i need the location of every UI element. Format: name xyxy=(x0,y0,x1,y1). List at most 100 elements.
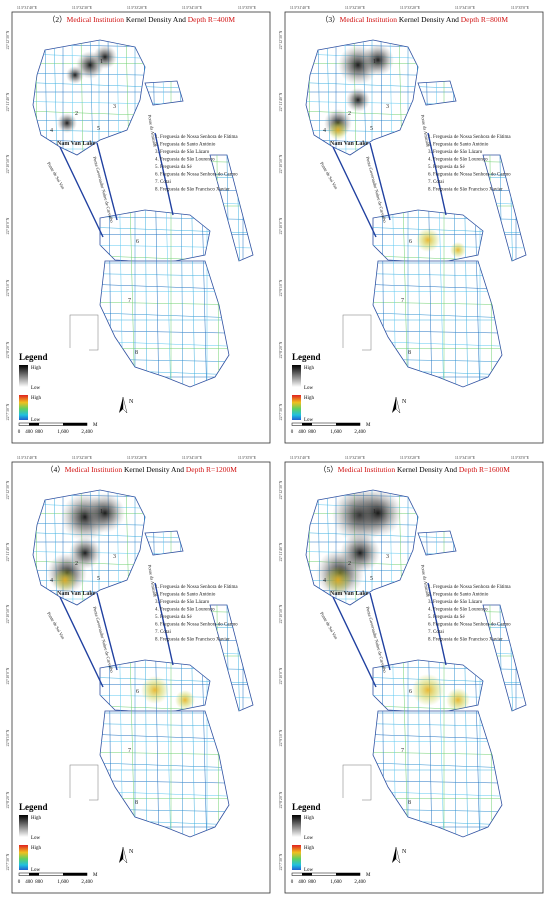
legend-low: Low xyxy=(31,868,41,873)
parish-number: 4 xyxy=(323,578,326,584)
parish-list-item: 6. Freguesia de Nossa Senhora do Carmo xyxy=(428,623,511,628)
longitude-label: 113°34'10"E xyxy=(182,5,203,10)
land-outline xyxy=(417,530,457,556)
map-panel: 113°31'40"E 113°32'30"E 113°33'20"E 113°34'… xyxy=(5,455,271,894)
reclaimed-area xyxy=(342,314,372,351)
parish-list-item: 7. Cotai xyxy=(155,630,171,635)
parish-list-item: 2. Freguesia de Santo António xyxy=(428,143,489,148)
latitude-label: 22°9'10"N xyxy=(278,279,283,296)
lake-label: Nam Van Lake xyxy=(330,141,369,147)
legend-high: High xyxy=(31,846,42,851)
bridge-label: Ponte de Sai Van xyxy=(46,161,66,191)
street xyxy=(161,40,172,387)
street xyxy=(452,490,457,837)
longitude-label: 113°31'40"E xyxy=(17,455,38,460)
scale-bar-fill xyxy=(63,423,87,426)
street xyxy=(152,490,160,837)
street xyxy=(452,40,457,387)
parish-number: 5 xyxy=(370,576,373,582)
scale-bar-fill xyxy=(29,423,39,426)
north-arrow xyxy=(122,396,128,414)
title-black: Kernel Density And xyxy=(397,15,461,24)
density-hotspot xyxy=(85,493,125,533)
parish-number: 1 xyxy=(100,509,103,515)
north-arrow xyxy=(395,396,401,414)
longitude-label: 113°32'30"E xyxy=(345,5,366,10)
legend-ramp-gray xyxy=(292,365,301,387)
bridge xyxy=(427,132,447,216)
latitude-label: 22°9'10"N xyxy=(5,729,10,746)
street xyxy=(116,40,124,387)
scale-bar-fill xyxy=(29,873,39,876)
lake-label: Nam Van Lake xyxy=(57,591,96,597)
scale-tick: 800 xyxy=(308,430,316,435)
bridge-label: Ponte de Sai Van xyxy=(319,611,339,641)
longitude-label: 113°35'0"E xyxy=(238,5,257,10)
density-hotspot xyxy=(354,490,402,537)
scale-unit: M xyxy=(93,423,98,428)
parish-list-item: 7. Cotai xyxy=(155,180,171,185)
land-outline xyxy=(209,604,254,712)
parish-list-item: 6. Freguesia de Nossa Senhora do Carmo xyxy=(155,623,238,628)
density-warm xyxy=(324,566,352,594)
longitude-label: 113°31'40"E xyxy=(290,5,311,10)
street xyxy=(306,196,526,205)
latitude-label: 22°10'50"N xyxy=(278,604,283,623)
legend-high: High xyxy=(304,396,315,401)
north-arrow xyxy=(122,846,128,864)
bridge xyxy=(154,582,174,666)
street xyxy=(425,490,433,837)
title-red: Depth R=1200M xyxy=(186,465,237,474)
bridge xyxy=(59,596,104,688)
legend-high: High xyxy=(31,816,42,821)
latitude-label: 22°10'50"N xyxy=(5,604,10,623)
parish-list-item: 3. Freguesia de São Lázaro xyxy=(155,150,210,155)
north-label: N xyxy=(402,399,407,405)
street xyxy=(306,646,526,655)
parish-list-item: 5. Freguesia da Sé xyxy=(155,615,192,620)
panel-title: （4）Medical Institution Kernel Density An… xyxy=(46,465,237,474)
map-frame xyxy=(284,461,544,894)
panel-title: （5）Medical Institution Kernel Density An… xyxy=(319,465,510,474)
latitude-label: 22°11'40"N xyxy=(5,93,10,112)
parish-number: 3 xyxy=(113,554,116,560)
longitude-label: 113°32'30"E xyxy=(345,455,366,460)
latitude-label: 22°8'20"N xyxy=(278,791,283,808)
land-outline xyxy=(482,154,527,262)
street xyxy=(179,490,184,837)
bridge xyxy=(332,596,377,688)
parish-number: 6 xyxy=(409,689,412,695)
title-number: （4） xyxy=(46,465,65,474)
parish-list-item: 5. Freguesia da Sé xyxy=(155,165,192,170)
land-outline xyxy=(99,209,211,264)
bridge xyxy=(427,582,447,666)
parish-number: 7 xyxy=(401,748,404,754)
parish-number: 6 xyxy=(136,689,139,695)
legend-low: Low xyxy=(31,836,41,841)
parish-list-item: 8. Freguesia de São Francisco Xavier xyxy=(155,188,230,193)
parish-list-item: 6. Freguesia de Nossa Senhora do Carmo xyxy=(155,173,238,178)
title-red: Medical Institution xyxy=(67,15,125,24)
latitude-label: 22°10'50"N xyxy=(5,154,10,173)
street xyxy=(33,646,253,655)
density-hotspot xyxy=(66,66,84,84)
legend-ramp-color xyxy=(292,395,301,420)
north-arrow xyxy=(392,847,396,863)
legend-high: High xyxy=(31,366,42,371)
longitude-label: 113°33'20"E xyxy=(400,455,421,460)
parish-list-item: 4. Freguesia de São Lourenço xyxy=(428,608,488,613)
legend-low: Low xyxy=(31,418,41,423)
parish-list-item: 1. Freguesia de Nossa Senhora de Fátima xyxy=(428,135,511,140)
street xyxy=(524,40,526,387)
title-red: Depth R=1600M xyxy=(459,465,510,474)
legend-title: Legend xyxy=(19,352,48,362)
map-frame xyxy=(284,11,544,444)
parish-list-item: 3. Freguesia de São Lázaro xyxy=(155,600,210,605)
latitude-label: 22°7'30"N xyxy=(278,853,283,870)
longitude-label: 113°34'10"E xyxy=(455,455,476,460)
legend-ramp-gray xyxy=(19,815,28,837)
parish-number: 2 xyxy=(348,111,351,117)
density-warm xyxy=(53,568,77,592)
density-hotspot xyxy=(346,88,370,112)
longitude-label: 113°33'20"E xyxy=(400,5,421,10)
